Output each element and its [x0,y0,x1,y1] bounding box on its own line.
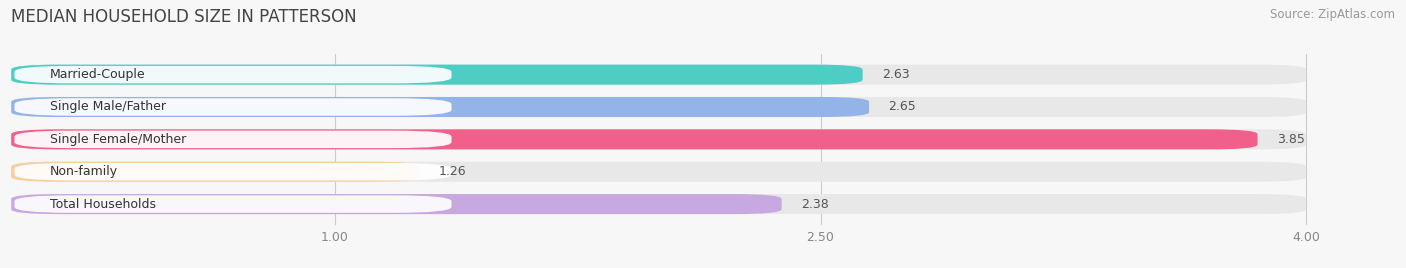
FancyBboxPatch shape [14,163,451,180]
Text: 2.65: 2.65 [889,100,917,113]
FancyBboxPatch shape [11,162,419,182]
FancyBboxPatch shape [14,66,451,83]
Text: 2.38: 2.38 [801,198,830,211]
FancyBboxPatch shape [11,162,1306,182]
Text: Married-Couple: Married-Couple [51,68,146,81]
Text: 1.26: 1.26 [439,165,467,178]
Text: Single Female/Mother: Single Female/Mother [51,133,187,146]
Text: Single Male/Father: Single Male/Father [51,100,166,113]
Text: 2.63: 2.63 [882,68,910,81]
Text: MEDIAN HOUSEHOLD SIZE IN PATTERSON: MEDIAN HOUSEHOLD SIZE IN PATTERSON [11,8,357,26]
FancyBboxPatch shape [11,194,782,214]
Text: Total Households: Total Households [51,198,156,211]
FancyBboxPatch shape [11,65,1306,85]
FancyBboxPatch shape [11,194,1306,214]
FancyBboxPatch shape [14,98,451,116]
FancyBboxPatch shape [11,129,1306,149]
Text: Source: ZipAtlas.com: Source: ZipAtlas.com [1270,8,1395,21]
FancyBboxPatch shape [11,65,863,85]
FancyBboxPatch shape [11,97,869,117]
FancyBboxPatch shape [14,195,451,213]
FancyBboxPatch shape [14,131,451,148]
Text: 3.85: 3.85 [1277,133,1305,146]
FancyBboxPatch shape [11,97,1306,117]
Text: Non-family: Non-family [51,165,118,178]
FancyBboxPatch shape [11,129,1257,149]
